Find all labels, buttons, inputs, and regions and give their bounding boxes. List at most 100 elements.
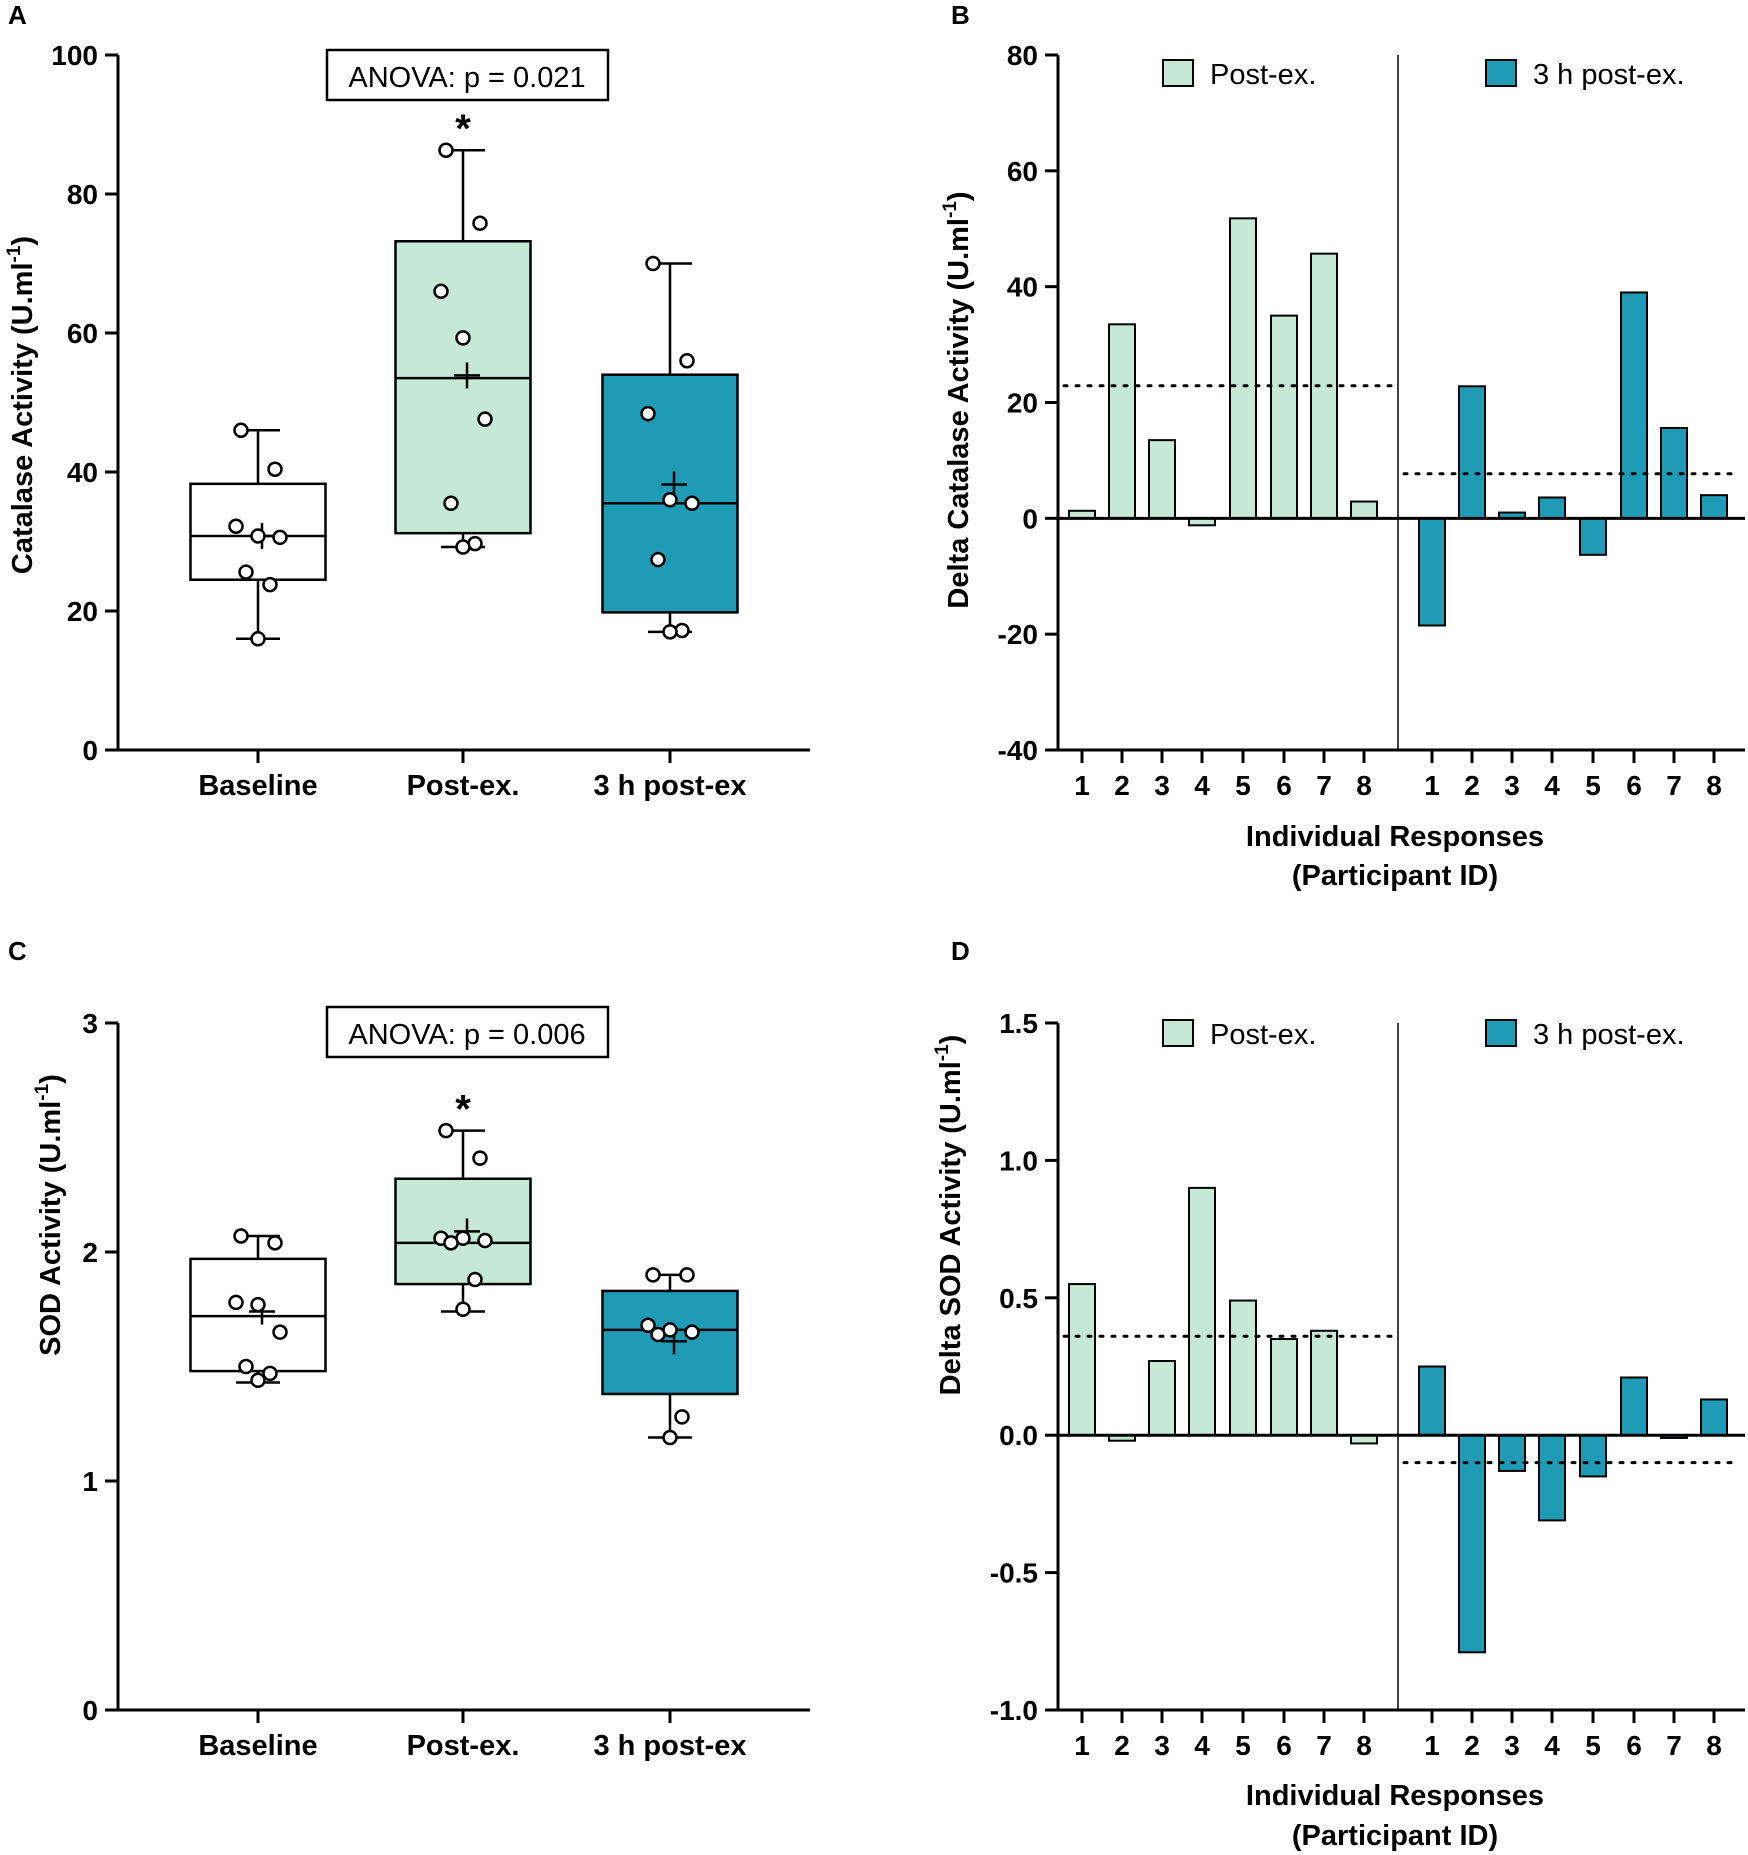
y-tick-label-A: 20 — [67, 596, 98, 627]
data-point-A — [645, 255, 661, 272]
y-tick-label-A: 80 — [67, 179, 98, 210]
data-point-A — [433, 283, 449, 300]
y-tick-label-D: 0.0 — [999, 1420, 1038, 1451]
bar-D-s0-3 — [1148, 1360, 1176, 1437]
panel-letter-a: A — [8, 0, 27, 30]
x-tick-label-D: 2 — [1464, 1730, 1480, 1761]
data-point-A — [250, 631, 266, 647]
legend-label-d-post: Post-ex. — [1210, 1019, 1316, 1051]
data-point-C — [477, 1232, 493, 1249]
significance-marker-A: * — [455, 107, 471, 151]
x-tick-label-B: 6 — [1276, 770, 1292, 801]
bar-B-s0-8 — [1350, 500, 1378, 520]
data-point-C — [272, 1324, 288, 1340]
data-point-C — [228, 1294, 244, 1311]
y-tick-label-C: 3 — [82, 1008, 98, 1039]
x-tick-label-D: 3 — [1504, 1730, 1520, 1761]
x-tick-label-B: 6 — [1626, 770, 1642, 801]
data-point-A — [233, 422, 249, 439]
anova-label-c: ANOVA: p = 0.006 — [348, 1019, 585, 1051]
data-point-C — [472, 1150, 488, 1166]
x-tick-label-D: 7 — [1316, 1730, 1332, 1761]
y-axis-label-d: Delta SOD Activity (U.ml-1) — [932, 1035, 967, 1396]
data-point-A — [455, 539, 471, 555]
x-tick-label-D: 8 — [1356, 1730, 1372, 1761]
bar-B-s0-2 — [1108, 323, 1136, 520]
data-point-A — [662, 624, 678, 640]
bar-D-s1-3 — [1498, 1434, 1526, 1472]
data-point-C — [233, 1228, 249, 1244]
x-tick-label-D: 7 — [1666, 1730, 1682, 1761]
bar-B-s0-6 — [1270, 314, 1298, 520]
panel-b: B Delta Catalase Activity (U.ml-1) -40 -2… — [940, 0, 1745, 892]
data-point-A — [662, 492, 678, 508]
bar-D-s1-8 — [1700, 1398, 1728, 1437]
panel-a: A Catalase Activity (U.ml-1) 0 20 40 60 80 10… — [4, 0, 810, 802]
y-axis-label-a: Catalase Activity (U.ml-1) — [4, 236, 39, 574]
category-label-A: Baseline — [198, 770, 317, 802]
bar-B-s1-8 — [1700, 494, 1728, 520]
data-point-C — [443, 1235, 459, 1251]
data-point-A — [250, 528, 266, 544]
y-axis-label-c: SOD Activity (U.ml-1) — [32, 1074, 67, 1356]
y-tick-label-B: -40 — [998, 735, 1038, 766]
x-tick-label-D: 2 — [1114, 1730, 1130, 1761]
x-tick-label-D: 6 — [1626, 1730, 1642, 1761]
legend-swatch-d-3h — [1485, 1019, 1517, 1047]
data-point-C — [262, 1365, 278, 1382]
bar-D-s1-6 — [1620, 1376, 1648, 1437]
anova-label-a: ANOVA: p = 0.021 — [348, 62, 585, 94]
x-axis-label-b-line2: (Participant ID) — [1292, 860, 1498, 892]
x-tick-label-D: 8 — [1706, 1730, 1722, 1761]
y-tick-label-D: 0.5 — [999, 1283, 1038, 1314]
x-tick-label-B: 1 — [1424, 770, 1440, 801]
bar-B-s1-6 — [1620, 291, 1648, 520]
data-point-C — [645, 1267, 661, 1283]
bar-D-s0-1 — [1068, 1283, 1096, 1437]
y-tick-label-C: 2 — [82, 1237, 98, 1268]
x-tick-label-B: 3 — [1154, 770, 1170, 801]
plot-area-a: 0 20 40 60 80 100 Baseline Post-ex. * 3 h post-ex — [51, 40, 810, 802]
y-tick-label-A: 100 — [51, 40, 98, 71]
data-point-A — [262, 576, 278, 593]
x-tick-label-B: 5 — [1585, 770, 1601, 801]
data-point-C — [679, 1267, 695, 1283]
anova-box-c — [325, 1005, 610, 1059]
data-point-A — [238, 564, 254, 580]
y-tick-label-B: 80 — [1007, 40, 1038, 71]
bar-B-s0-3 — [1148, 439, 1176, 520]
x-tick-label-B: 7 — [1666, 770, 1682, 801]
bar-D-s0-5 — [1229, 1299, 1257, 1437]
bar-B-s0-5 — [1229, 217, 1257, 520]
legend-label-b-post: Post-ex. — [1210, 59, 1316, 91]
data-point-A — [438, 142, 454, 158]
plot-area-d: -1.0-0.50.00.51.01.51 2 3 4 5 6 7 8 1 2 3 4 5 6 7 8 — [990, 1008, 1745, 1761]
bar-B-s1-5 — [1579, 517, 1607, 556]
y-tick-label-A: 60 — [67, 318, 98, 349]
data-point-C — [674, 1409, 690, 1425]
x-tick-label-B: 8 — [1356, 770, 1372, 801]
category-label-A: Post-ex. — [407, 770, 520, 802]
bar-B-s1-2 — [1458, 385, 1486, 520]
y-tick-label-A: 40 — [67, 457, 98, 488]
x-tick-label-D: 1 — [1074, 1730, 1090, 1761]
y-tick-label-B: 60 — [1007, 156, 1038, 187]
panel-d: D Delta SOD Activity (U.ml-1) -1.0 -0.5 0.… — [932, 936, 1745, 1852]
data-point-A — [272, 529, 288, 546]
x-axis-label-b-line1: Individual Responses — [1246, 821, 1544, 853]
x-tick-label-B: 5 — [1235, 770, 1251, 801]
data-point-C — [640, 1317, 656, 1334]
plot-area-c: 0 1 2 3 Baseline Post-ex. * 3 h post-ex — [82, 1008, 810, 1762]
bar-D-s0-4 — [1188, 1186, 1216, 1437]
y-tick-label-B: 0 — [1022, 503, 1038, 534]
data-point-C — [455, 1301, 471, 1317]
y-tick-label-A: 0 — [82, 735, 98, 766]
legend-label-b-3h: 3 h post-ex. — [1533, 59, 1685, 91]
x-tick-label-B: 1 — [1074, 770, 1090, 801]
data-point-C — [238, 1358, 254, 1375]
data-point-C — [684, 1324, 700, 1340]
bar-D-s0-7 — [1310, 1329, 1338, 1437]
category-label-C: Baseline — [198, 1730, 317, 1762]
